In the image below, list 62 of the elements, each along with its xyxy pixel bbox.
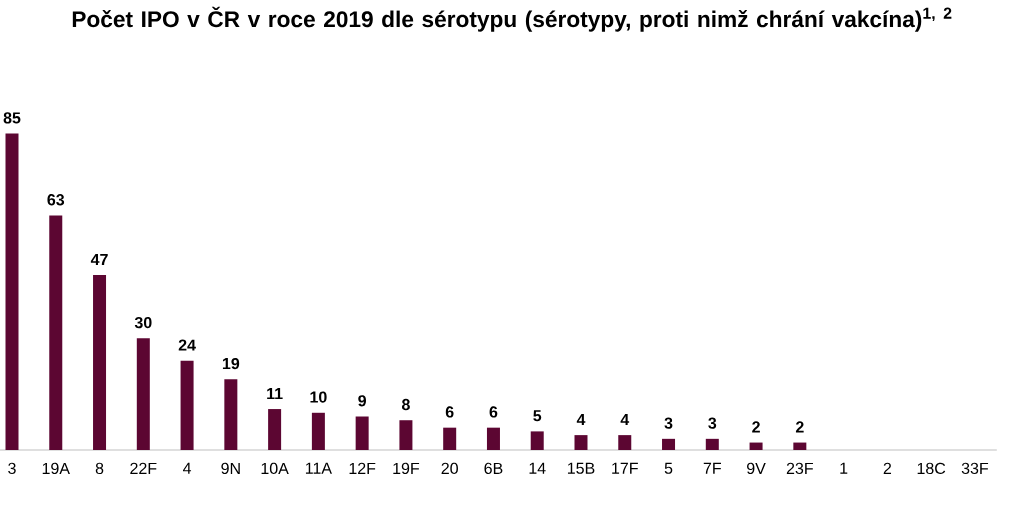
x-tick-label: 9V: [747, 462, 766, 475]
bar: [486, 427, 500, 451]
x-tick-label: 3: [8, 462, 16, 475]
bar: [662, 438, 676, 451]
bar: [705, 438, 719, 451]
bar: [93, 275, 107, 451]
bar: [574, 435, 588, 451]
x-tick-label: 11A: [305, 462, 332, 474]
x-tick-label: 23F: [786, 462, 813, 475]
data-label: 63: [47, 194, 65, 206]
bar: [311, 412, 325, 451]
x-tick-label: 8: [95, 462, 104, 475]
bar: [530, 431, 544, 451]
bar: [443, 427, 457, 451]
x-tick-label: 12F: [349, 462, 376, 475]
x-tick-label: 15B: [567, 462, 595, 475]
data-label: 47: [90, 254, 108, 266]
data-label: 30: [134, 317, 152, 329]
data-label: 3: [708, 417, 717, 429]
x-tick-label: 1: [840, 462, 848, 474]
bar: [136, 338, 150, 451]
data-label: 2: [752, 421, 760, 433]
x-tick-label: 4: [183, 462, 192, 474]
bar: [49, 215, 63, 451]
data-label: 4: [576, 414, 586, 426]
data-label: 19: [222, 358, 240, 370]
x-tick-label: 2: [883, 462, 892, 475]
x-tick-label: 20: [441, 462, 458, 475]
x-tick-label: 17F: [612, 462, 638, 474]
data-label: 85: [3, 112, 21, 124]
data-label: 11: [267, 388, 283, 400]
bar: [224, 379, 238, 451]
data-label: 10: [310, 391, 327, 403]
bar: [355, 416, 369, 451]
bar: [399, 420, 413, 451]
x-tick-label: 22F: [130, 462, 157, 475]
x-tick-label: 14: [529, 462, 546, 474]
x-tick-label: 10A: [261, 462, 289, 475]
x-tick-label: 7F: [703, 462, 721, 474]
data-label: 8: [401, 399, 410, 411]
data-label: 5: [533, 410, 542, 422]
chart-title: Počet IPO v ČR v roce 2019 dle sérotypu (sérotypy, proti nimž chrání vakcína)$^{1, 2}$: [72, 6, 952, 32]
bar: [5, 133, 19, 451]
x-tick-label: 18C: [917, 462, 946, 475]
x-tick-label: 33F: [961, 462, 989, 475]
bar: [793, 442, 807, 451]
x-tick-label: 19F: [393, 462, 420, 475]
data-label: 24: [178, 339, 196, 351]
bar: [618, 435, 632, 451]
x-tick-label: 5: [664, 462, 673, 475]
data-label: 2: [795, 421, 804, 433]
data-label: 6: [489, 406, 498, 418]
data-label: 9: [358, 395, 366, 407]
bar: [180, 360, 194, 451]
bar: [749, 442, 763, 451]
x-tick-label: 6B: [484, 462, 503, 475]
data-label: 3: [664, 417, 673, 429]
data-label: 6: [445, 406, 454, 418]
x-tick-label: 9N: [221, 462, 240, 475]
data-label: 4: [620, 414, 630, 426]
bar: [268, 409, 282, 451]
x-tick-label: 19A: [42, 462, 70, 475]
